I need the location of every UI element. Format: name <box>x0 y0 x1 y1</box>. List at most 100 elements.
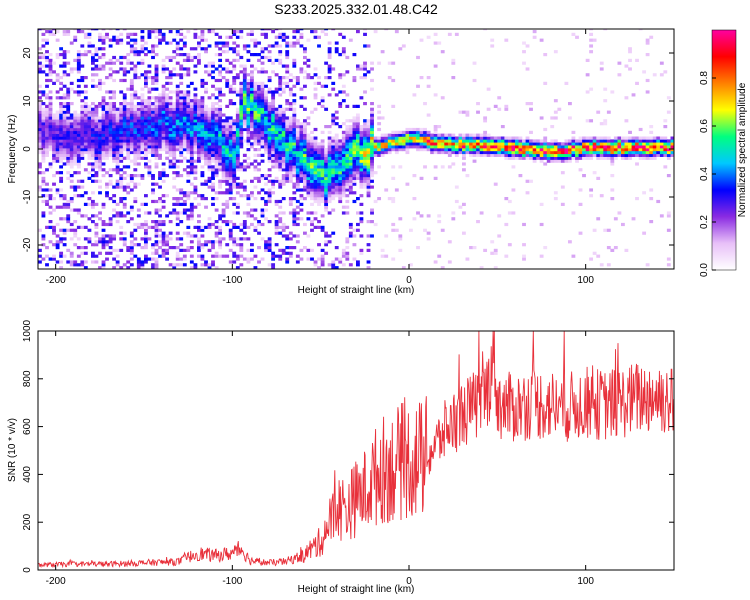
spectrogram-cell <box>303 130 307 134</box>
spectrogram-cell <box>182 116 187 120</box>
spectrogram-cell <box>59 150 64 155</box>
spectrogram-cell <box>228 171 233 175</box>
spectrogram-cell <box>129 136 134 140</box>
spectrogram-cell <box>532 148 537 152</box>
spectrogram-cell <box>451 133 456 137</box>
spectrogram-cell <box>172 148 177 152</box>
spectrogram-cell <box>451 61 456 65</box>
spectrogram-cell <box>218 237 223 241</box>
spectrogram-cell <box>161 133 166 137</box>
spectrogram-cell <box>345 130 350 134</box>
spectrogram-cell <box>48 211 53 215</box>
spectrogram-cell <box>288 90 293 94</box>
spectrogram-cell <box>179 263 184 267</box>
spectrogram-cell <box>239 136 244 140</box>
spectrogram-cell <box>144 257 148 261</box>
spectrogram-cell <box>144 76 148 80</box>
spectrogram-cell <box>154 44 159 48</box>
spectrogram-cell <box>80 119 85 123</box>
spectrogram-cell <box>175 231 180 235</box>
spectrogram-cell <box>578 142 583 146</box>
spectrogram-cell <box>370 61 374 65</box>
spectrogram-cell <box>239 185 244 189</box>
spectrogram-cell <box>122 93 127 97</box>
spectrogram-cell <box>338 188 343 192</box>
spectrogram-cell <box>274 122 279 126</box>
spectrogram-cell <box>356 176 360 180</box>
spectrogram-cell <box>324 243 329 247</box>
spectrogram-cell <box>62 217 67 221</box>
spectrogram-cell <box>232 202 237 206</box>
spectrogram-cell <box>278 156 283 160</box>
spectrogram-cell <box>239 116 244 120</box>
spectrogram-cell <box>207 185 212 189</box>
spectrogram-cell <box>218 130 223 134</box>
spectrogram-cell <box>235 211 240 215</box>
spectrogram-cell <box>327 211 332 215</box>
spectrogram-cell <box>182 211 187 215</box>
spectrogram-cell <box>115 35 120 39</box>
spectrogram-cell <box>235 110 240 114</box>
spectrogram-cell <box>211 139 215 143</box>
spectrogram-cell <box>260 104 265 108</box>
spectrogram-cell <box>317 153 321 157</box>
spectrogram-cell <box>193 150 198 155</box>
spectrogram-cell <box>133 64 138 68</box>
spectrogram-cell <box>444 148 449 152</box>
spectrogram-cell <box>147 133 152 137</box>
spectrogram-cell <box>313 73 318 77</box>
spectrogram-cell <box>94 107 99 111</box>
spectrogram-cell <box>264 130 268 134</box>
spectrogram-cell <box>161 58 166 62</box>
spectrogram-cell <box>133 50 138 54</box>
spectrogram-cell <box>193 168 198 172</box>
spectrogram-cell <box>373 222 378 227</box>
spectrogram-cell <box>204 182 208 186</box>
spectrogram-cell <box>352 130 357 134</box>
spectrogram-cell <box>267 139 272 143</box>
spectrogram-cell <box>147 76 152 80</box>
spectrogram-cell <box>165 257 170 261</box>
spectrogram-cell <box>313 191 318 195</box>
spectrogram-cell <box>253 125 258 129</box>
spectrogram-cell <box>239 93 244 97</box>
spectrogram-cell <box>175 130 180 134</box>
spectrogram-cell <box>200 133 205 137</box>
spectrogram-cell <box>182 96 187 100</box>
spectrogram-cell <box>603 119 608 123</box>
spectrogram-cell <box>225 125 230 129</box>
spectrogram-cell <box>451 211 456 215</box>
spectrogram-cell <box>250 78 254 83</box>
spectrogram-cell <box>175 165 180 169</box>
spectrogram-cell <box>66 116 71 120</box>
spectrogram-cell <box>235 257 240 261</box>
spectrogram-cell <box>239 162 244 166</box>
spectrogram-cell <box>101 202 106 206</box>
spectrogram-cell <box>48 104 53 108</box>
spectrogram-cell <box>267 102 272 106</box>
spectrogram-cell <box>606 110 611 114</box>
spectrogram-cell <box>292 119 297 123</box>
spectrogram-cell <box>401 130 406 134</box>
spectrogram-cell <box>161 130 166 134</box>
spectrogram-cell <box>133 41 138 45</box>
spectrogram-cell <box>119 142 124 146</box>
spectrogram-cell <box>69 260 74 264</box>
spectrogram-cell <box>218 90 223 94</box>
spectrogram-cell <box>69 162 74 166</box>
spectrogram-cell <box>327 93 332 97</box>
spectrogram-cell <box>62 243 67 247</box>
spectrogram-cell <box>158 136 162 140</box>
spectrogram-cell <box>200 243 205 247</box>
spectrogram-cell <box>161 122 166 126</box>
spectrogram-cell <box>310 136 314 140</box>
spectrogram-cell <box>348 136 353 140</box>
spectrogram-cell <box>119 266 124 269</box>
spectrogram-cell <box>179 159 184 163</box>
spectrogram-cell <box>175 84 180 88</box>
spectrogram-cell <box>476 110 480 114</box>
spectrogram-cell <box>193 148 198 152</box>
spectrogram-cell <box>161 99 166 103</box>
spectrogram-cell <box>165 130 170 134</box>
spectrogram-cell <box>412 217 417 221</box>
